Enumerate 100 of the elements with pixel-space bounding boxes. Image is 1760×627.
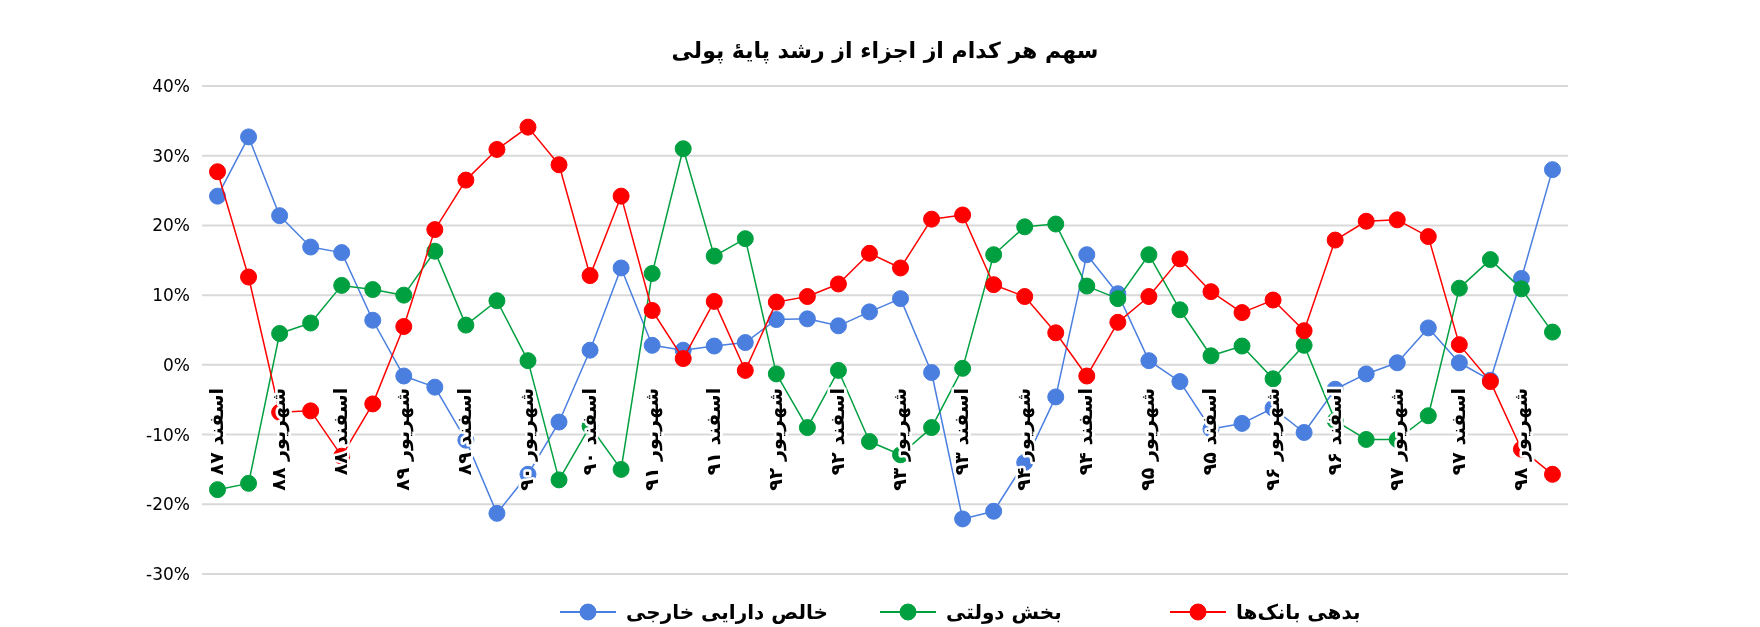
x-tick-label: شهریور ۹۲ [763, 387, 787, 491]
point [488, 292, 506, 310]
point [829, 361, 847, 379]
point [643, 301, 661, 319]
point [612, 460, 630, 478]
legend-label: بدهی بانک‌ها [1236, 600, 1361, 624]
point [1264, 291, 1282, 309]
point [923, 364, 941, 382]
point [829, 317, 847, 335]
x-tick-label: شهریور ۹۵ [1136, 387, 1160, 491]
point [240, 474, 258, 492]
point [302, 402, 320, 420]
point [426, 242, 444, 260]
point [333, 244, 351, 262]
point [1047, 324, 1065, 342]
point [829, 275, 847, 293]
y-tick-label: -30% [146, 564, 190, 584]
legend-label: خالص دارایی خارجی [626, 600, 828, 624]
point [892, 259, 910, 277]
point [302, 314, 320, 332]
point [519, 118, 537, 136]
point [1512, 280, 1530, 298]
point [550, 413, 568, 431]
point [581, 267, 599, 285]
point [1326, 231, 1344, 249]
point [892, 290, 910, 308]
x-tick-label: اسفند ۹۳ [950, 387, 973, 476]
point [1357, 212, 1375, 230]
point [1016, 288, 1034, 306]
point [271, 207, 289, 225]
point [1016, 218, 1034, 236]
x-tick-label: شهریور ۹۰ [515, 387, 539, 491]
point [209, 481, 227, 499]
chart-title: سهم هر کدام از اجزاء از رشد پایهٔ پولی [671, 38, 1099, 64]
point [426, 378, 444, 396]
x-tick-label: اسفند ۹۷ [1446, 387, 1469, 476]
point [1047, 388, 1065, 406]
point [1233, 337, 1251, 355]
point [674, 140, 692, 158]
y-tick-label: 10% [152, 285, 190, 306]
point [767, 293, 785, 311]
point [1202, 347, 1220, 365]
x-tick-label: اسفند ۹۱ [701, 387, 724, 476]
point [457, 171, 475, 189]
point [767, 311, 785, 329]
y-tick-label: 30% [152, 145, 190, 166]
point [1171, 301, 1189, 319]
point [364, 395, 382, 413]
point [364, 311, 382, 329]
x-tick-label: اسفند ۹۵ [1198, 387, 1221, 476]
x-tick-label: اسفند ۸۷ [205, 387, 228, 476]
point [643, 336, 661, 354]
point [1171, 373, 1189, 391]
point [954, 359, 972, 377]
point [1233, 304, 1251, 322]
point [209, 163, 227, 181]
point [985, 246, 1003, 264]
x-tick-label: شهریور ۹۱ [639, 387, 663, 491]
point [860, 244, 878, 262]
point [1295, 336, 1313, 354]
point [426, 221, 444, 239]
point [1295, 423, 1313, 441]
y-tick-label: 40% [152, 76, 190, 96]
point [923, 210, 941, 228]
point [488, 140, 506, 158]
point [1357, 365, 1375, 383]
point [705, 292, 723, 310]
point [1140, 288, 1158, 306]
x-tick-label: شهریور ۹۸ [1508, 387, 1532, 491]
point [1109, 313, 1127, 331]
point [1078, 367, 1096, 385]
point [1357, 430, 1375, 448]
x-tick-label: شهریور ۸۸ [267, 387, 291, 491]
point [1388, 211, 1406, 229]
point [240, 268, 258, 286]
point [1140, 246, 1158, 264]
x-tick-label: اسفند ۹۲ [825, 387, 848, 476]
point [240, 128, 258, 146]
point [1419, 319, 1437, 337]
point [1295, 322, 1313, 340]
x-tick-label: اسفند ۹۶ [1322, 387, 1345, 476]
point [271, 324, 289, 342]
x-tick-label: اسفند ۸۸ [329, 387, 352, 476]
point [736, 361, 754, 379]
point [798, 310, 816, 328]
point [488, 504, 506, 522]
point [1419, 407, 1437, 425]
point [395, 286, 413, 304]
point [643, 265, 661, 283]
point [923, 419, 941, 437]
point [550, 156, 568, 174]
point [1078, 246, 1096, 264]
point [1543, 465, 1561, 483]
point [798, 419, 816, 437]
point [798, 288, 816, 306]
point [519, 352, 537, 370]
point [674, 350, 692, 368]
x-tick-label: شهریور ۹۷ [1384, 387, 1408, 491]
point [1450, 336, 1468, 354]
point [395, 367, 413, 385]
